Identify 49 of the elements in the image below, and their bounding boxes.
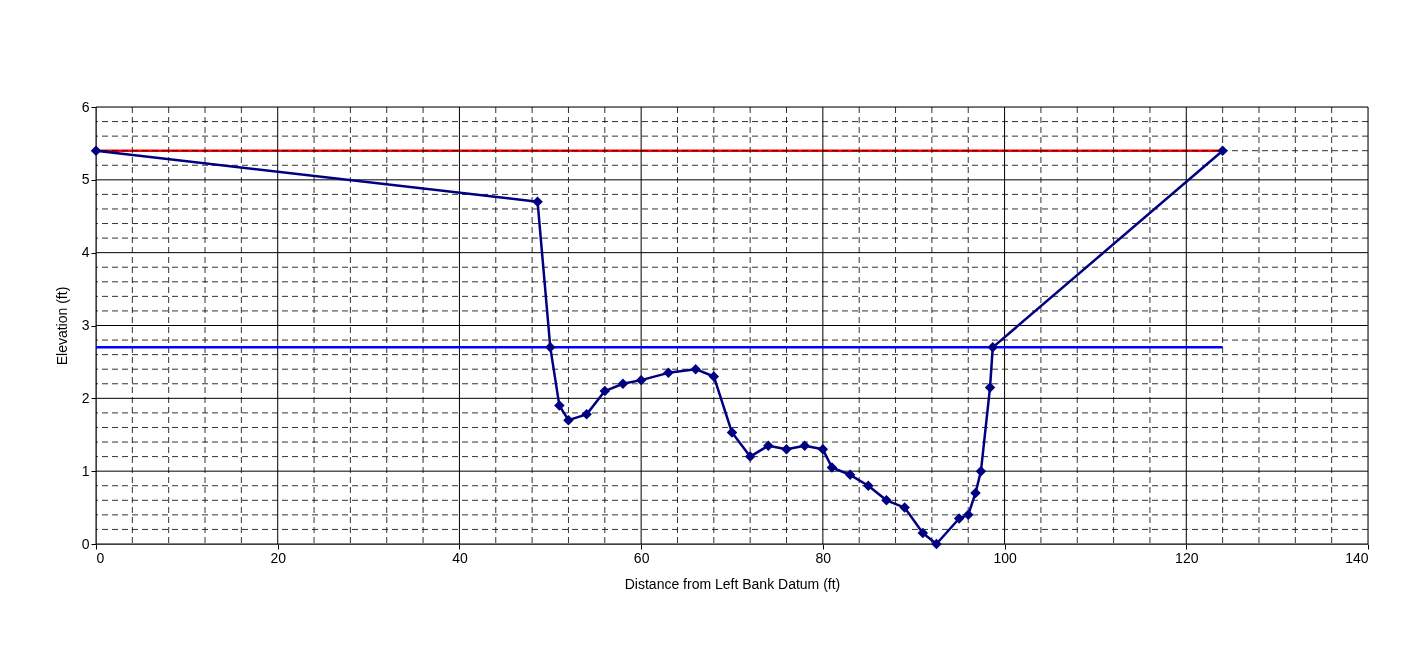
point — [663, 367, 674, 379]
point — [975, 465, 987, 477]
point — [690, 363, 701, 375]
x-tick-label: 80 — [815, 549, 832, 566]
point — [781, 444, 792, 455]
point — [917, 527, 929, 539]
x-tick-label: 40 — [452, 549, 468, 566]
x-tick-label: 100 — [993, 549, 1017, 566]
point — [953, 513, 965, 524]
point — [962, 509, 974, 521]
y-tick-label: 4 — [81, 244, 90, 261]
point — [545, 342, 556, 353]
point — [532, 196, 543, 207]
x-tick-label: 140 — [1345, 549, 1369, 566]
y-axis-title: Elevation (ft) — [53, 286, 70, 366]
x-axis-title: Distance from Left Bank Datum (ft) — [624, 575, 841, 592]
point — [881, 495, 892, 506]
x-tick-label: 60 — [633, 549, 650, 566]
point — [863, 480, 874, 491]
point — [970, 487, 981, 499]
y-tick-label: 6 — [81, 98, 90, 115]
point — [563, 414, 574, 426]
point — [826, 462, 838, 473]
point — [617, 378, 629, 390]
point — [708, 371, 720, 382]
point — [635, 374, 647, 386]
point — [744, 451, 756, 462]
point — [599, 385, 611, 397]
point — [799, 440, 810, 451]
x-tick-label: 20 — [270, 549, 287, 566]
point — [581, 409, 592, 420]
point — [817, 444, 829, 455]
x-tick-label: 120 — [1175, 549, 1199, 566]
point — [899, 502, 910, 513]
y-tick-label: 0 — [81, 535, 90, 552]
point — [1217, 145, 1228, 156]
y-tick-label: 5 — [81, 171, 90, 188]
point — [987, 342, 998, 353]
point — [931, 538, 942, 550]
point — [90, 145, 102, 156]
point — [726, 427, 738, 438]
point — [844, 469, 856, 481]
point — [554, 400, 565, 411]
y-tick-label: 3 — [81, 317, 90, 333]
y-tick-label: 1 — [81, 462, 90, 479]
point — [984, 382, 996, 393]
x-tick-label: 0 — [96, 549, 105, 566]
point — [763, 440, 774, 451]
y-tick-label: 2 — [81, 389, 90, 406]
